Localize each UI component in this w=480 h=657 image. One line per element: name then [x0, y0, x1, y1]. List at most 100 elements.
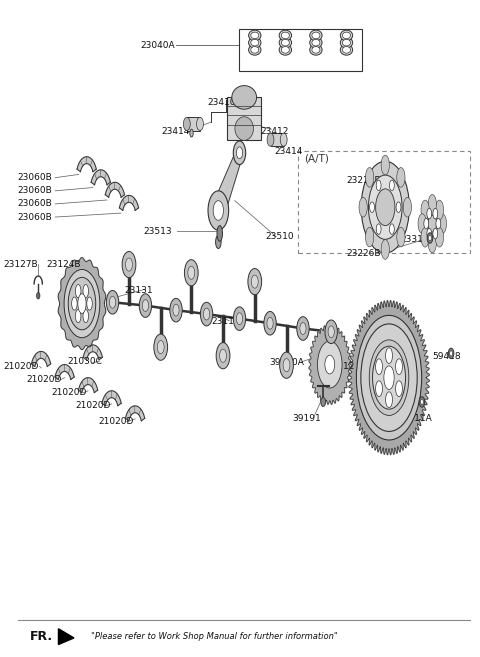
Ellipse shape: [126, 258, 132, 271]
Ellipse shape: [403, 197, 411, 217]
Ellipse shape: [139, 294, 152, 317]
Ellipse shape: [72, 297, 77, 310]
Text: 21020D: 21020D: [51, 388, 87, 397]
Ellipse shape: [448, 348, 454, 359]
Polygon shape: [77, 157, 96, 171]
Ellipse shape: [183, 118, 190, 131]
Ellipse shape: [381, 155, 389, 175]
Polygon shape: [309, 325, 350, 405]
Text: 21020D: 21020D: [75, 401, 110, 411]
Text: 59418: 59418: [432, 351, 461, 361]
Ellipse shape: [310, 37, 322, 48]
Text: 21020D: 21020D: [98, 417, 134, 426]
Ellipse shape: [435, 227, 444, 247]
Text: 23311B: 23311B: [401, 235, 435, 244]
Text: 21020D: 21020D: [27, 375, 62, 384]
Ellipse shape: [281, 32, 289, 39]
Ellipse shape: [433, 208, 438, 219]
Ellipse shape: [312, 32, 320, 39]
Ellipse shape: [385, 392, 393, 407]
Ellipse shape: [384, 366, 394, 390]
Ellipse shape: [436, 218, 441, 229]
Bar: [298, 152, 470, 253]
Ellipse shape: [279, 30, 291, 41]
Ellipse shape: [381, 240, 389, 260]
Ellipse shape: [375, 381, 383, 397]
Ellipse shape: [376, 224, 381, 235]
Ellipse shape: [397, 227, 405, 247]
Bar: [187, 118, 200, 131]
Ellipse shape: [280, 352, 293, 378]
Ellipse shape: [233, 141, 246, 165]
Ellipse shape: [248, 269, 262, 295]
Text: 23040A: 23040A: [140, 41, 175, 50]
Ellipse shape: [204, 308, 210, 320]
Ellipse shape: [385, 348, 393, 363]
Text: 39191: 39191: [292, 415, 321, 424]
Text: 23412: 23412: [261, 127, 289, 136]
Ellipse shape: [75, 284, 81, 298]
Text: 23410G: 23410G: [208, 98, 243, 107]
Ellipse shape: [428, 194, 436, 214]
Ellipse shape: [376, 180, 381, 191]
Ellipse shape: [359, 197, 367, 217]
Ellipse shape: [283, 359, 290, 372]
Ellipse shape: [300, 323, 306, 334]
Text: 23211B: 23211B: [347, 177, 382, 185]
Ellipse shape: [396, 359, 402, 374]
Ellipse shape: [232, 85, 257, 109]
Ellipse shape: [421, 200, 429, 220]
Ellipse shape: [369, 175, 402, 239]
Ellipse shape: [361, 162, 409, 253]
Ellipse shape: [184, 260, 198, 286]
Text: 23124B: 23124B: [46, 260, 81, 269]
Ellipse shape: [251, 47, 259, 53]
Ellipse shape: [280, 133, 287, 147]
Ellipse shape: [252, 275, 258, 288]
Ellipse shape: [216, 235, 221, 248]
Ellipse shape: [249, 45, 261, 55]
Ellipse shape: [154, 334, 168, 360]
Ellipse shape: [109, 296, 116, 308]
Polygon shape: [83, 345, 102, 360]
Ellipse shape: [297, 317, 309, 340]
Ellipse shape: [190, 129, 193, 137]
Ellipse shape: [370, 202, 374, 212]
Ellipse shape: [251, 32, 259, 39]
Ellipse shape: [312, 47, 320, 53]
Text: 23226B: 23226B: [347, 248, 381, 258]
Ellipse shape: [321, 397, 325, 407]
Ellipse shape: [428, 215, 437, 232]
Bar: [271, 133, 284, 147]
Ellipse shape: [281, 39, 289, 46]
Ellipse shape: [376, 189, 395, 225]
Text: 21030C: 21030C: [68, 357, 103, 366]
Ellipse shape: [427, 233, 432, 243]
Text: 39190A: 39190A: [269, 358, 304, 367]
Ellipse shape: [342, 47, 350, 53]
Text: (A/T): (A/T): [304, 153, 329, 163]
Ellipse shape: [217, 225, 223, 241]
Ellipse shape: [213, 200, 224, 220]
Ellipse shape: [389, 224, 394, 235]
Ellipse shape: [375, 359, 383, 374]
Text: 23311A: 23311A: [397, 415, 432, 424]
Ellipse shape: [317, 341, 342, 388]
Text: 23060B: 23060B: [18, 200, 52, 208]
Text: 21020D: 21020D: [3, 362, 38, 371]
Polygon shape: [32, 351, 50, 367]
Text: 23131: 23131: [124, 286, 153, 295]
Polygon shape: [58, 258, 106, 350]
Polygon shape: [120, 195, 139, 210]
Ellipse shape: [170, 298, 182, 322]
Ellipse shape: [424, 218, 429, 229]
Ellipse shape: [267, 133, 274, 147]
Ellipse shape: [312, 39, 320, 46]
Ellipse shape: [279, 45, 291, 55]
Ellipse shape: [396, 381, 402, 397]
Polygon shape: [59, 629, 74, 645]
Text: 23127B: 23127B: [3, 260, 38, 269]
Ellipse shape: [68, 277, 96, 330]
Ellipse shape: [310, 30, 322, 41]
Ellipse shape: [236, 313, 242, 325]
